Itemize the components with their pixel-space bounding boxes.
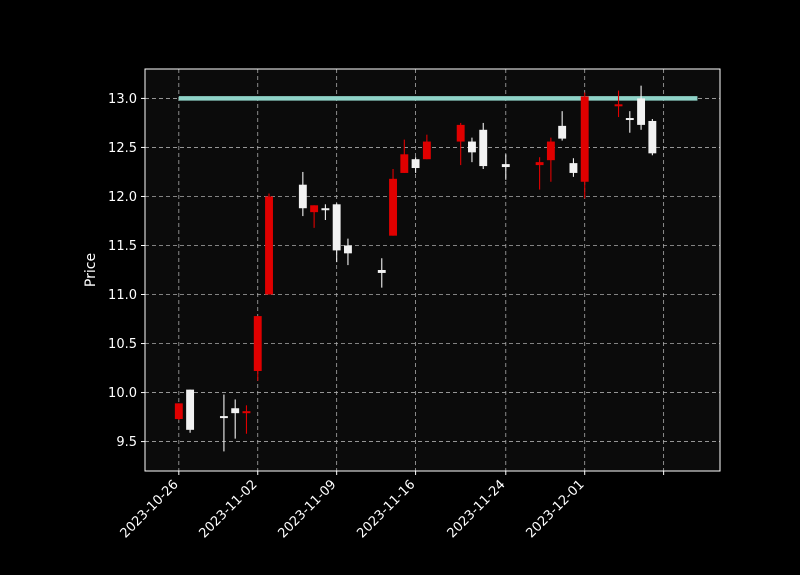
- candle-body: [231, 408, 240, 414]
- candle-body: [422, 141, 431, 160]
- candle: [468, 137, 476, 163]
- plot-area: [145, 69, 720, 471]
- candle: [400, 139, 409, 173]
- candle-body: [580, 96, 589, 182]
- x-tick-label: 2023-12-01: [523, 477, 587, 541]
- y-tick-label: 9.5: [116, 435, 137, 450]
- candle-body: [174, 403, 183, 420]
- x-tick-label: 2023-11-16: [354, 477, 418, 541]
- candle: [389, 169, 397, 236]
- candle-body: [456, 124, 465, 142]
- candle: [377, 258, 386, 288]
- candle-body: [535, 162, 544, 166]
- candle: [332, 203, 341, 263]
- candle-body: [468, 141, 476, 153]
- candle: [265, 193, 273, 295]
- candle-body: [377, 270, 386, 273]
- candle: [501, 154, 510, 180]
- y-tick-label: 12.0: [108, 190, 137, 205]
- candle-body: [186, 389, 195, 430]
- y-tick-label: 10.5: [108, 337, 137, 352]
- candle-body: [321, 208, 330, 211]
- candle-body: [614, 104, 623, 107]
- x-tick-label: 2023-11-02: [197, 477, 261, 541]
- candle-body: [479, 129, 488, 167]
- x-tick-label: 2023-11-24: [445, 477, 509, 541]
- candle: [422, 134, 431, 160]
- candle: [411, 157, 420, 173]
- candle: [253, 316, 262, 381]
- candle: [174, 403, 183, 421]
- candle-body: [501, 164, 510, 168]
- candle-body: [253, 316, 262, 371]
- y-tick-label: 13.0: [108, 92, 137, 107]
- candle-body: [332, 204, 341, 251]
- candle: [625, 111, 634, 133]
- candle: [298, 171, 307, 217]
- candle-body: [648, 120, 657, 154]
- candle: [535, 157, 544, 190]
- candle-body: [219, 416, 228, 419]
- candle: [321, 204, 330, 220]
- x-tick-label: 2023-10-26: [118, 477, 182, 541]
- candles-layer: [174, 85, 657, 452]
- candle-body: [411, 159, 420, 169]
- candle: [569, 158, 578, 177]
- candle: [558, 111, 567, 141]
- candle-body: [298, 184, 307, 209]
- candle-body: [242, 411, 251, 414]
- candle: [310, 205, 319, 228]
- plot-frame: [144, 68, 721, 472]
- candle-body: [265, 196, 273, 295]
- y-tick-label: 10.0: [108, 386, 137, 401]
- candle-body: [343, 245, 352, 254]
- candle: [614, 90, 623, 118]
- candle: [231, 399, 240, 439]
- candle: [580, 92, 589, 199]
- y-tick-label: 11.0: [108, 288, 137, 303]
- candle: [456, 122, 465, 166]
- candle: [648, 119, 657, 156]
- y-axis-label: Price: [83, 253, 99, 287]
- candle: [219, 394, 228, 452]
- y-tick-label: 11.5: [108, 239, 137, 254]
- candle: [479, 122, 488, 170]
- candle-body: [546, 141, 555, 161]
- candle: [186, 389, 195, 433]
- candle-body: [310, 205, 319, 213]
- candle: [546, 137, 555, 182]
- candle-body: [558, 125, 567, 139]
- candle-body: [569, 163, 578, 173]
- candle-body: [625, 118, 634, 121]
- candle-body: [400, 154, 409, 173]
- candle: [242, 405, 251, 434]
- candle: [343, 238, 352, 266]
- candle-body: [389, 178, 397, 236]
- y-tick-label: 12.5: [108, 141, 137, 156]
- x-tick-label: 2023-11-09: [275, 477, 339, 541]
- candle-body: [637, 98, 646, 125]
- candle: [637, 85, 646, 130]
